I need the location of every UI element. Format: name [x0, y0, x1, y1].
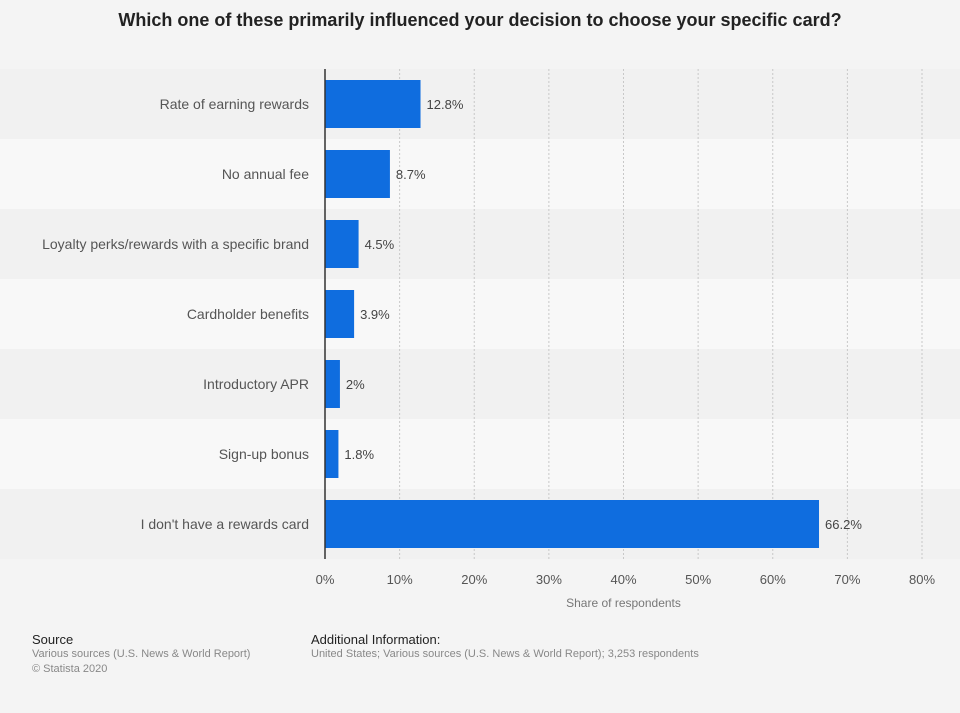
category-labels: Rate of earning rewards No annual fee Loya…: [42, 96, 309, 532]
data-label: 8.7%: [396, 167, 426, 182]
x-tick-label: 20%: [461, 572, 487, 587]
row-band: [0, 419, 960, 489]
row-band: [0, 139, 960, 209]
x-tick-label: 80%: [909, 572, 935, 587]
data-label: 2%: [346, 377, 365, 392]
category-label: Loyalty perks/rewards with a specific br…: [42, 236, 309, 252]
x-tick-label: 40%: [610, 572, 636, 587]
copyright-text: © Statista 2020: [32, 663, 108, 675]
x-tick-label: 50%: [685, 572, 711, 587]
row-band: [0, 69, 960, 139]
category-label: Rate of earning rewards: [160, 96, 309, 112]
category-label: No annual fee: [222, 166, 309, 182]
bar: [325, 290, 355, 338]
bar: [325, 430, 339, 478]
row-band: [0, 279, 960, 349]
bar: [325, 500, 820, 548]
x-tick-label: 30%: [536, 572, 562, 587]
category-label: Introductory APR: [203, 376, 309, 392]
x-axis-title: Share of respondents: [566, 596, 681, 610]
bar: [325, 80, 421, 128]
chart-title: Which one of these primarily influenced …: [118, 10, 842, 30]
data-label: 66.2%: [825, 517, 862, 532]
bar: [325, 220, 359, 268]
value-labels: 12.8% 8.7% 4.5% 3.9% 2% 1.8% 66.2%: [344, 97, 862, 532]
additional-info-heading: Additional Information:: [311, 632, 441, 647]
x-tick-label: 70%: [834, 572, 860, 587]
bar: [325, 360, 340, 408]
additional-info-text: United States; Various sources (U.S. New…: [311, 648, 699, 660]
row-bands: [0, 69, 960, 559]
category-label: I don't have a rewards card: [141, 516, 309, 532]
source-text: Various sources (U.S. News & World Repor…: [32, 648, 251, 660]
data-label: 4.5%: [365, 237, 395, 252]
category-label: Cardholder benefits: [187, 306, 309, 322]
bar-chart: Rate of earning rewards No annual fee Loya…: [0, 69, 960, 610]
row-band: [0, 209, 960, 279]
data-label: 12.8%: [427, 97, 464, 112]
grid-lines: [399, 69, 923, 559]
x-tick-labels: 0% 10% 20% 30% 40% 50% 60% 70% 80%: [316, 572, 936, 587]
x-tick-label: 10%: [387, 572, 413, 587]
x-tick-label: 0%: [316, 572, 335, 587]
bars: [325, 80, 820, 548]
x-tick-label: 60%: [760, 572, 786, 587]
source-block: Source Various sources (U.S. News & Worl…: [32, 632, 250, 677]
data-label: 1.8%: [344, 447, 374, 462]
data-label: 3.9%: [360, 307, 390, 322]
row-band: [0, 349, 960, 419]
additional-info-block: Additional Information: United States; V…: [311, 632, 699, 662]
category-label: Sign-up bonus: [219, 446, 309, 462]
bar: [325, 150, 390, 198]
source-heading: Source: [32, 632, 74, 647]
